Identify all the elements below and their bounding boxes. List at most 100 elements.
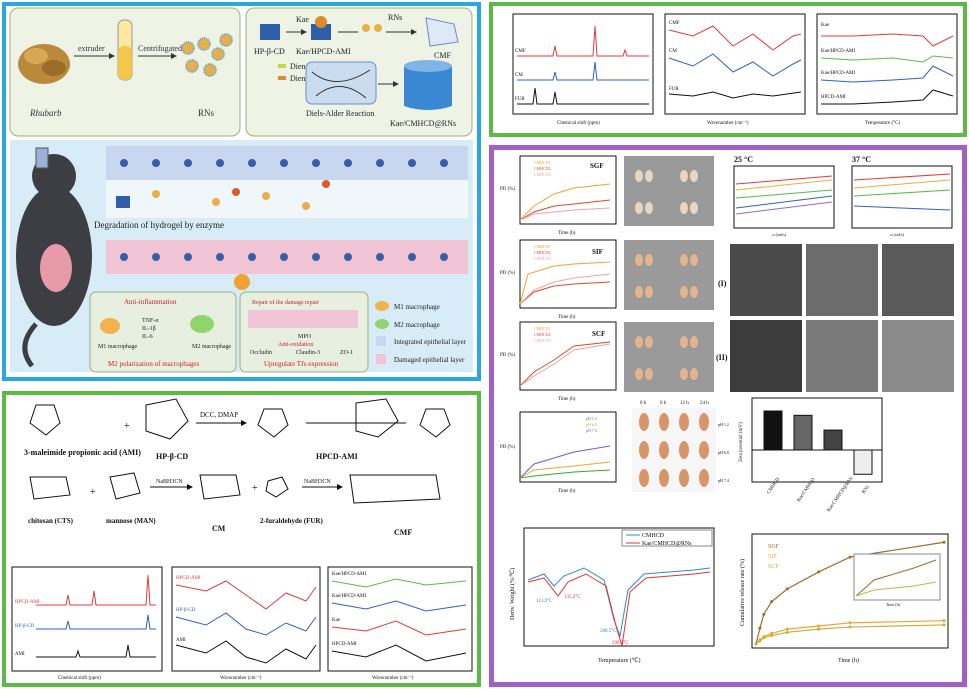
svg-text:M2 macrophage: M2 macrophage: [394, 321, 440, 329]
svg-text:FUR: FUR: [669, 87, 679, 92]
svg-text:IL-6: IL-6: [142, 334, 153, 340]
svg-text:CMF: CMF: [394, 528, 412, 537]
cumulative-point: [762, 636, 766, 640]
svg-text:HP-β-CD: HP-β-CD: [156, 452, 188, 461]
svg-text:Repair of the damage repair: Repair of the damage repair: [252, 299, 319, 306]
svg-text:NaBH3CN: NaBH3CN: [304, 479, 331, 485]
cumulative-point: [848, 621, 852, 625]
svg-text:HP-β-CD: HP-β-CD: [15, 624, 35, 629]
svg-text:AMI: AMI: [15, 652, 25, 657]
cumulative-point: [754, 642, 758, 646]
svg-text:113.9°C: 113.9°C: [536, 599, 553, 604]
characterization-panel: CMF CM FUR Chemical shift (ppm) CMF CM F…: [489, 2, 967, 137]
svg-text:Deriv. Weight (%/℃): Deriv. Weight (%/℃): [509, 568, 516, 620]
zeta-bar: [823, 429, 843, 451]
svg-text:PD (%): PD (%): [500, 271, 515, 276]
svg-text:SGF: SGF: [768, 544, 780, 550]
svg-text:SIF: SIF: [768, 554, 777, 560]
svg-text:CMHCD2: CMHCD2: [534, 166, 551, 171]
cumulative-release-chart: SGF SIF SCF Time (h) Time (h) Cumulative…: [739, 533, 949, 664]
svg-text:Kae/CMHCD@RNs: Kae/CMHCD@RNs: [390, 119, 456, 128]
svg-text:FUR: FUR: [515, 97, 525, 102]
nmr-chart: CMF CM FUR Chemical shift (ppm): [512, 13, 654, 126]
svg-text:Time (h): Time (h): [558, 315, 576, 320]
svg-text:CM: CM: [515, 73, 523, 78]
svg-text:0 h: 0 h: [640, 401, 647, 406]
svg-text:Integrated epithelial layer: Integrated epithelial layer: [394, 338, 467, 346]
svg-text:SCF: SCF: [768, 564, 779, 570]
rns-label: RNs: [198, 108, 215, 118]
svg-text:SIF: SIF: [592, 248, 603, 256]
svg-text:Kae/HPCD-AMI: Kae/HPCD-AMI: [821, 49, 855, 54]
cumulative-point: [770, 600, 774, 604]
cumulative-point: [785, 630, 789, 634]
svg-text:CM: CM: [669, 49, 677, 54]
svg-text:37 °C: 37 °C: [852, 155, 871, 164]
svg-text:Upregulate TJs expression: Upregulate TJs expression: [264, 360, 339, 368]
cumulative-point: [762, 612, 766, 616]
cumulative-point: [758, 626, 762, 630]
svg-text:Wavenumber (cm⁻¹): Wavenumber (cm⁻¹): [707, 120, 749, 126]
svg-text:CM: CM: [212, 524, 226, 533]
cumulative-point: [785, 627, 789, 631]
svg-text:Chemical shift (ppm): Chemical shift (ppm): [557, 121, 600, 126]
svg-text:25 °C: 25 °C: [734, 155, 753, 164]
svg-text:Wavenumber (cm⁻¹): Wavenumber (cm⁻¹): [220, 675, 262, 681]
svg-text:HPCD-AMI: HPCD-AMI: [332, 642, 357, 647]
synthesis-panel: 3-maleimide propionic acid (AMI) + HP-β-…: [2, 391, 481, 687]
svg-text:Kae/HPCD-AMI: Kae/HPCD-AMI: [332, 572, 366, 577]
svg-text:2-furaldehyde (FUR): 2-furaldehyde (FUR): [260, 517, 323, 525]
svg-text:288.5°C: 288.5°C: [600, 629, 617, 634]
svg-text:HPCD-AMI: HPCD-AMI: [316, 452, 358, 461]
upper-epithelium: [106, 146, 468, 180]
svg-text:3-maleimide propionic acid (AM: 3-maleimide propionic acid (AMI): [24, 448, 141, 457]
svg-text:HP-β-CD: HP-β-CD: [254, 47, 285, 56]
svg-text:MPO: MPO: [298, 334, 312, 340]
rheology-37-chart: 37 °C ω (rad/s): [851, 155, 953, 237]
svg-text:6 h: 6 h: [660, 401, 667, 406]
svg-text:Chemical shift (ppm): Chemical shift (ppm): [58, 676, 101, 681]
sif-release-chart: SIF CMHCD1 CMHCD2 CMHCD3 Time (h) PD (%): [500, 239, 617, 320]
centrifugated-label: Centrifugated: [138, 44, 182, 53]
svg-text:SCF: SCF: [592, 330, 605, 338]
svg-text:AMI: AMI: [176, 638, 186, 643]
svg-text:CMHCD: CMHCD: [767, 477, 782, 495]
svg-text:pH 7.4: pH 7.4: [718, 478, 729, 483]
svg-text:CMHCD1: CMHCD1: [534, 244, 551, 249]
svg-text:+: +: [124, 421, 130, 432]
svg-text:12 h: 12 h: [680, 401, 689, 406]
zeta-bar: [853, 449, 873, 475]
svg-text:Time (h): Time (h): [558, 231, 576, 236]
sgf-release-chart: SGF CMHCD1 CMHCD2 CMHCD3 Time (h) PD (%): [500, 155, 617, 236]
ir-spectra: HPCD-AMI HP-β-CD AMI Wavenumber (cm⁻¹): [171, 566, 321, 681]
svg-text:IL-1β: IL-1β: [142, 326, 156, 332]
svg-text:296.1°C: 296.1°C: [612, 641, 629, 646]
svg-text:(II): (II): [716, 353, 728, 362]
cumulative-point: [817, 624, 821, 628]
mechanism-legend: M1 macrophage M2 macrophage Integrated e…: [375, 301, 467, 364]
degradation-label: Degradation of hydrogel by enzyme: [94, 220, 224, 230]
svg-text:Anti-oxidation: Anti-oxidation: [278, 342, 313, 348]
svg-text:ZO-1: ZO-1: [340, 350, 353, 356]
svg-text:HPCD-AMI: HPCD-AMI: [821, 95, 846, 100]
svg-text:Kae/CMHCD: Kae/CMHCD: [797, 477, 817, 503]
cumulative-point: [770, 634, 774, 638]
scf-release-chart: SCF CMHCD1 CMHCD2 CMHCD3 Time (h) PD (%): [500, 321, 617, 402]
svg-text:Claudin-3: Claudin-3: [296, 350, 320, 356]
svg-text:M2 macrophage: M2 macrophage: [192, 344, 231, 350]
svg-text:Kae/HPCD-AMI: Kae/HPCD-AMI: [296, 47, 351, 56]
cumulative-point: [817, 570, 821, 574]
svg-text:Wavenumber (cm⁻¹): Wavenumber (cm⁻¹): [372, 675, 414, 681]
rhubarb-label: Rhubarb: [29, 108, 62, 118]
svg-text:HPCD-AMI: HPCD-AMI: [15, 600, 40, 605]
svg-text:pH 6.8: pH 6.8: [718, 450, 729, 455]
svg-text:Anti-inflammation: Anti-inflammation: [124, 298, 177, 306]
svg-text:CMHCD3: CMHCD3: [534, 256, 551, 261]
svg-text:chitosan (CTS): chitosan (CTS): [28, 517, 74, 525]
svg-text:PD (%): PD (%): [500, 353, 515, 358]
svg-text:Kae: Kae: [332, 618, 341, 623]
lower-epithelium: [106, 240, 468, 274]
svg-text:CMHCD: CMHCD: [642, 533, 665, 539]
svg-text:Time (h): Time (h): [886, 602, 901, 607]
svg-text:pH 6.8: pH 6.8: [586, 422, 597, 427]
